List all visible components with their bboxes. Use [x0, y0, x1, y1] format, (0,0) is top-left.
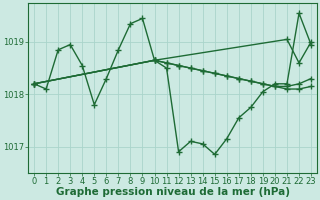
X-axis label: Graphe pression niveau de la mer (hPa): Graphe pression niveau de la mer (hPa) — [56, 187, 290, 197]
